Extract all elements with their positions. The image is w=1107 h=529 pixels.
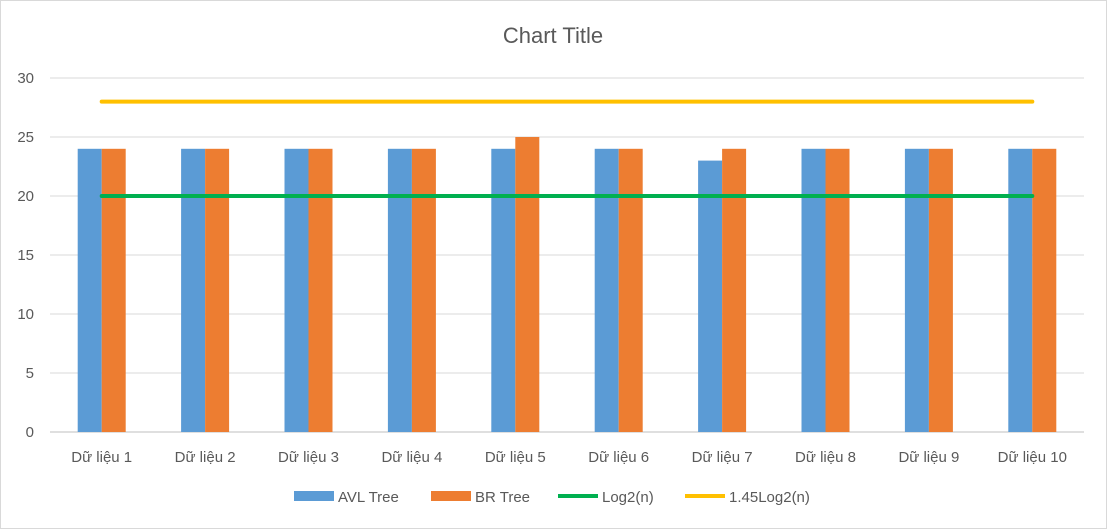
y-tick-label: 15	[17, 247, 34, 264]
x-tick-label: Dữ liệu 1	[71, 449, 132, 466]
legend-swatch	[294, 491, 334, 501]
legend-label: BR Tree	[475, 489, 530, 506]
legend-label: Log2(n)	[602, 489, 654, 506]
x-tick-label: Dữ liệu 7	[692, 449, 753, 466]
bar-br-tree	[101, 148, 126, 433]
bar-avl-tree	[801, 148, 826, 433]
bars	[77, 137, 1057, 433]
bar-avl-tree	[904, 148, 929, 433]
bar-br-tree	[618, 148, 643, 433]
legend-swatch	[431, 491, 471, 501]
x-tick-label: Dữ liệu 2	[175, 449, 236, 466]
y-tick-label: 0	[26, 424, 34, 441]
y-tick-label: 30	[17, 70, 34, 87]
x-tick-label: Dữ liệu 6	[588, 449, 649, 466]
bar-br-tree	[722, 148, 747, 433]
y-tick-label: 5	[26, 365, 34, 382]
x-axis: Dữ liệu 1 Dữ liệu 2 Dữ liệu 3 Dữ liệu 4 Dữ l…	[71, 449, 1067, 466]
legend: AVL Tree BR Tree Log2(n) 1.45Log2(n)	[294, 489, 810, 506]
y-tick-label: 20	[17, 188, 34, 205]
bar-avl-tree	[491, 148, 516, 433]
bar-avl-tree	[77, 148, 102, 433]
chart-title: Chart Title	[503, 23, 603, 48]
bar-avl-tree	[594, 148, 619, 433]
lines	[99, 99, 1035, 198]
x-tick-label: Dữ liệu 10	[998, 449, 1067, 466]
x-tick-label: Dữ liệu 5	[485, 449, 546, 466]
bar-br-tree	[1032, 148, 1057, 433]
bar-br-tree	[308, 148, 333, 433]
bar-avl-tree	[181, 148, 206, 433]
bar-br-tree	[928, 148, 953, 433]
bar-avl-tree	[1008, 148, 1033, 433]
x-tick-label: Dữ liệu 4	[381, 449, 442, 466]
y-tick-label: 10	[17, 306, 34, 323]
y-tick-label: 25	[17, 129, 34, 146]
x-tick-label: Dữ liệu 8	[795, 449, 856, 466]
x-tick-label: Dữ liệu 9	[898, 449, 959, 466]
bar-br-tree	[411, 148, 436, 433]
y-axis: 0 5 10 15 20 25 30	[17, 70, 34, 441]
bar-br-tree	[205, 148, 230, 433]
bar-br-tree	[825, 148, 850, 433]
bar-avl-tree	[698, 160, 723, 432]
bar-avl-tree	[387, 148, 412, 433]
legend-label: 1.45Log2(n)	[729, 489, 810, 506]
x-tick-label: Dữ liệu 3	[278, 449, 339, 466]
bar-br-tree	[515, 137, 540, 432]
bar-avl-tree	[284, 148, 309, 433]
legend-label: AVL Tree	[338, 489, 399, 506]
